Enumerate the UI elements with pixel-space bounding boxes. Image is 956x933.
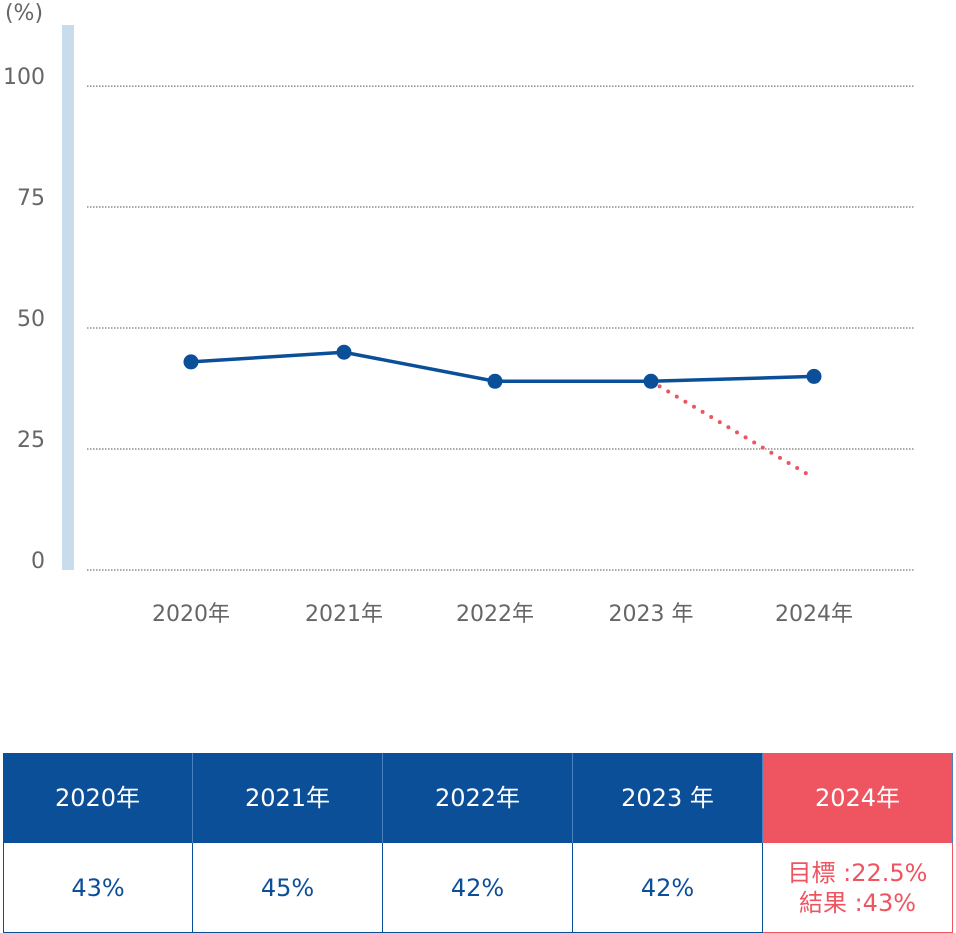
header-cell: 2022年 (383, 753, 573, 843)
header-cell: 2021年 (193, 753, 383, 843)
cell-text: 目標 :22.5% (787, 858, 928, 887)
x-tick-label: 2022年 (456, 602, 534, 627)
y-unit-label: (%) (5, 1, 43, 26)
x-tick-label: 2023 年 (609, 602, 694, 627)
body-cell: 42% (573, 843, 763, 933)
point (643, 373, 659, 389)
cell-text: 2021年 (244, 784, 331, 812)
x-tick-label: 2021年 (305, 602, 383, 627)
point (487, 373, 503, 389)
header-cell: 2020年 (3, 753, 193, 843)
y-tick-label: 25 (17, 428, 45, 453)
cell-text: 42% (640, 873, 695, 902)
y-tick-label: 50 (17, 307, 45, 332)
header-cell: 2023 年 (573, 753, 763, 843)
cell-text: 2024年 (814, 784, 901, 812)
y-tick-label: 75 (17, 186, 45, 211)
y-tick-label: 100 (3, 65, 45, 90)
cell-text: 2022年 (434, 784, 521, 812)
body-cell: 目標 :22.5% 結果 :43% (763, 843, 953, 933)
y-tick-label: 0 (31, 549, 45, 574)
y-axis-band (62, 25, 74, 570)
line (649, 379, 816, 481)
x-tick-label: 2020年 (152, 602, 230, 627)
point (806, 368, 822, 384)
header-cell: 2024年 (763, 753, 953, 843)
line (189, 350, 816, 384)
cell-text: 結果 :43% (798, 888, 917, 917)
data-table: 2020年 2021年 2022年 2023 年 2024年 43% 45% 42% 42% 目標… (3, 753, 953, 933)
body-cell: 43% (3, 843, 193, 933)
cell-text: 45% (260, 873, 315, 902)
cell-text: 42% (450, 873, 505, 902)
chart: (%) 0 25 50 75 100 2020年 2021年 2022年 2023 年 2024年 (3, 1, 915, 627)
cell-text: 43% (71, 873, 125, 902)
point (336, 344, 352, 360)
body-cell: 45% (193, 843, 383, 933)
point (183, 354, 199, 370)
cell-text: 2020年 (54, 784, 141, 812)
cell-text: 2023 年 (621, 784, 714, 812)
x-tick-label: 2024年 (775, 602, 853, 627)
body-cell: 42% (383, 843, 573, 933)
